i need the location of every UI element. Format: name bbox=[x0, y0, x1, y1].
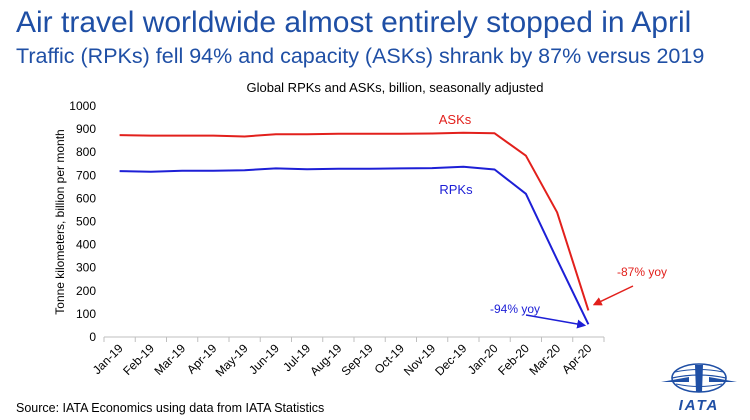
x-tick-label: Jan-20 bbox=[465, 341, 501, 377]
x-axis: Jan-19Feb-19Mar-19Apr-19May-19Jun-19Jul-… bbox=[90, 337, 605, 379]
y-tick-label: 900 bbox=[76, 122, 96, 136]
x-tick-label: Nov-19 bbox=[401, 341, 438, 378]
x-tick-label: Mar-19 bbox=[151, 341, 188, 378]
x-tick-label: Feb-19 bbox=[120, 341, 157, 378]
iata-logo: IATA bbox=[661, 363, 737, 414]
series-layer bbox=[119, 131, 590, 325]
y-tick-label: 200 bbox=[76, 284, 96, 298]
annotation-asks-yoy: -87% yoy bbox=[617, 265, 667, 279]
x-tick-label: Aug-19 bbox=[307, 341, 344, 378]
y-tick-label: 600 bbox=[76, 191, 96, 205]
x-tick-label: Sep-19 bbox=[338, 341, 375, 378]
headline: Air travel worldwide almost entirely sto… bbox=[16, 6, 692, 39]
x-tick-label: Mar-20 bbox=[526, 341, 563, 378]
y-tick-label: 300 bbox=[76, 261, 96, 275]
y-tick-label: 700 bbox=[76, 168, 96, 182]
annotation-layer: ASKs RPKs -87% yoy -94% yoy bbox=[439, 112, 667, 329]
x-tick-label: Jun-19 bbox=[246, 341, 282, 377]
y-tick-label: 400 bbox=[76, 238, 96, 252]
x-tick-label: May-19 bbox=[213, 341, 251, 379]
x-tick-label: Apr-20 bbox=[559, 341, 595, 377]
y-axis-label: Tonne kilometers, billion per month bbox=[53, 129, 67, 314]
series-line-asks bbox=[119, 131, 590, 311]
chart-title: Global RPKs and ASKs, billion, seasonall… bbox=[246, 80, 543, 95]
series-line-rpks bbox=[119, 165, 590, 325]
annotation-arrow-asks bbox=[592, 285, 634, 306]
y-tick-label: 0 bbox=[89, 330, 96, 344]
series-label-asks: ASKs bbox=[439, 112, 472, 127]
logo-text: IATA bbox=[679, 397, 720, 414]
y-tick-label: 100 bbox=[76, 307, 96, 321]
subheadline: Traffic (RPKs) fell 94% and capacity (AS… bbox=[16, 44, 705, 68]
series-label-rpks: RPKs bbox=[439, 182, 473, 197]
annotation-arrow-rpks bbox=[525, 314, 587, 329]
x-tick-label: Dec-19 bbox=[432, 341, 469, 378]
y-axis: 0 100 200 300 400 500 600 700 800 900 1000 bbox=[69, 99, 96, 344]
y-tick-label: 500 bbox=[76, 215, 96, 229]
x-tick-label: Feb-20 bbox=[495, 341, 532, 378]
x-tick-label: Jan-19 bbox=[90, 341, 126, 377]
x-tick-label: Oct-19 bbox=[372, 341, 408, 377]
annotation-rpks-yoy: -94% yoy bbox=[490, 302, 540, 316]
source-note: Source: IATA Economics using data from I… bbox=[16, 401, 325, 415]
y-tick-label: 800 bbox=[76, 145, 96, 159]
y-tick-label: 1000 bbox=[69, 99, 96, 113]
